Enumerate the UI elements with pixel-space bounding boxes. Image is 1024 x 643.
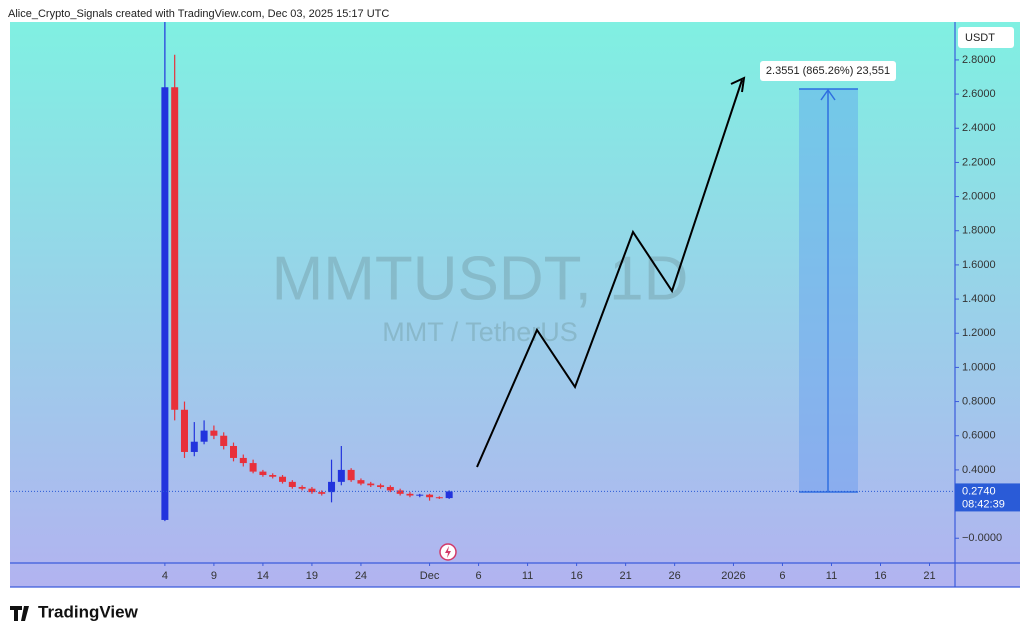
y-tick-label: 1.6000 bbox=[962, 259, 996, 271]
y-tick-label: −0.0000 bbox=[962, 532, 1002, 544]
candle-body bbox=[318, 492, 326, 494]
caption: Alice_Crypto_Signals created with Tradin… bbox=[8, 8, 389, 20]
y-tick-label: 1.0000 bbox=[962, 361, 996, 373]
candle-body bbox=[416, 494, 424, 496]
x-tick-label: 6 bbox=[476, 570, 482, 582]
candle-body bbox=[396, 490, 404, 494]
projection-path bbox=[476, 79, 743, 468]
x-tick-label: 9 bbox=[211, 570, 217, 582]
x-tick-label: 11 bbox=[522, 570, 533, 582]
y-tick-label: 0.8000 bbox=[962, 395, 996, 407]
x-tick-label: 14 bbox=[257, 570, 269, 582]
x-tick-label: 26 bbox=[669, 570, 681, 582]
x-tick-label: 11 bbox=[826, 570, 837, 582]
watermark-subtitle: MMT / TetherUS bbox=[382, 317, 578, 347]
event-icon-bolt bbox=[445, 546, 451, 558]
candle-body bbox=[171, 87, 179, 410]
y-tick-label: 1.8000 bbox=[962, 225, 996, 237]
y-tick-label: 2.4000 bbox=[962, 122, 996, 134]
logo: TradingView bbox=[10, 602, 139, 621]
measure-arrowhead bbox=[820, 88, 836, 101]
logo-mark bbox=[10, 606, 29, 621]
currency-box bbox=[958, 27, 1014, 48]
x-tick-label: 4 bbox=[162, 570, 168, 582]
y-tick-label: 1.2000 bbox=[962, 327, 996, 339]
candle-body bbox=[210, 430, 218, 436]
candle-body bbox=[220, 435, 228, 446]
candle-body bbox=[426, 494, 434, 498]
candle-body bbox=[279, 476, 287, 482]
candle-body bbox=[200, 430, 208, 442]
candle-body bbox=[230, 445, 238, 458]
candle-body bbox=[386, 486, 394, 491]
x-tick-label: 6 bbox=[779, 570, 785, 582]
candle-body bbox=[377, 485, 385, 487]
last-price-label: 0.2740 bbox=[962, 485, 996, 497]
y-tick-label: 2.6000 bbox=[962, 88, 996, 100]
chart-background bbox=[10, 22, 1020, 587]
candle-body bbox=[298, 486, 306, 489]
y-tick-label: 2.2000 bbox=[962, 156, 996, 168]
currency-label: USDT bbox=[965, 32, 995, 44]
candle-body bbox=[406, 493, 414, 496]
candle-body bbox=[347, 469, 355, 481]
x-tick-label: 24 bbox=[355, 570, 367, 582]
candle-body bbox=[180, 409, 188, 452]
measure-label-box bbox=[760, 61, 896, 81]
candle-body bbox=[367, 483, 375, 486]
y-tick-label: 2.8000 bbox=[962, 54, 996, 66]
candle-body bbox=[288, 481, 296, 487]
last-price-box bbox=[955, 483, 1020, 512]
candle-body bbox=[259, 471, 267, 476]
candle-body bbox=[269, 475, 277, 477]
candle-body bbox=[445, 491, 453, 499]
x-tick-label: 21 bbox=[923, 570, 935, 582]
candle-body bbox=[190, 441, 198, 452]
x-tick-label: 16 bbox=[570, 570, 582, 582]
candle-body bbox=[308, 488, 316, 493]
measure-label: 2.3551 (865.26%) 23,551 bbox=[766, 65, 890, 77]
candle-body bbox=[249, 463, 257, 472]
x-tick-label: 16 bbox=[874, 570, 886, 582]
projection-arrowhead bbox=[730, 76, 746, 93]
candle-body bbox=[357, 480, 365, 484]
x-tick-label: Dec bbox=[420, 570, 440, 582]
logo-text: TradingView bbox=[38, 602, 139, 621]
x-tick-label: 21 bbox=[619, 570, 631, 582]
countdown-label: 08:42:39 bbox=[962, 498, 1005, 510]
candle-body bbox=[435, 497, 443, 499]
y-tick-label: 0.4000 bbox=[962, 464, 996, 476]
plot-area bbox=[161, 22, 453, 522]
candle-body bbox=[161, 87, 169, 520]
watermark-title: MMTUSDT, 1D bbox=[272, 244, 689, 313]
x-tick-label: 2026 bbox=[721, 570, 745, 582]
candle-body bbox=[328, 481, 336, 493]
x-tick-label: 19 bbox=[306, 570, 318, 582]
candle-body bbox=[337, 469, 345, 482]
y-tick-label: 0.6000 bbox=[962, 430, 996, 442]
candle-body bbox=[239, 457, 247, 464]
y-tick-label: 2.0000 bbox=[962, 190, 996, 202]
y-tick-label: 1.4000 bbox=[962, 293, 996, 305]
